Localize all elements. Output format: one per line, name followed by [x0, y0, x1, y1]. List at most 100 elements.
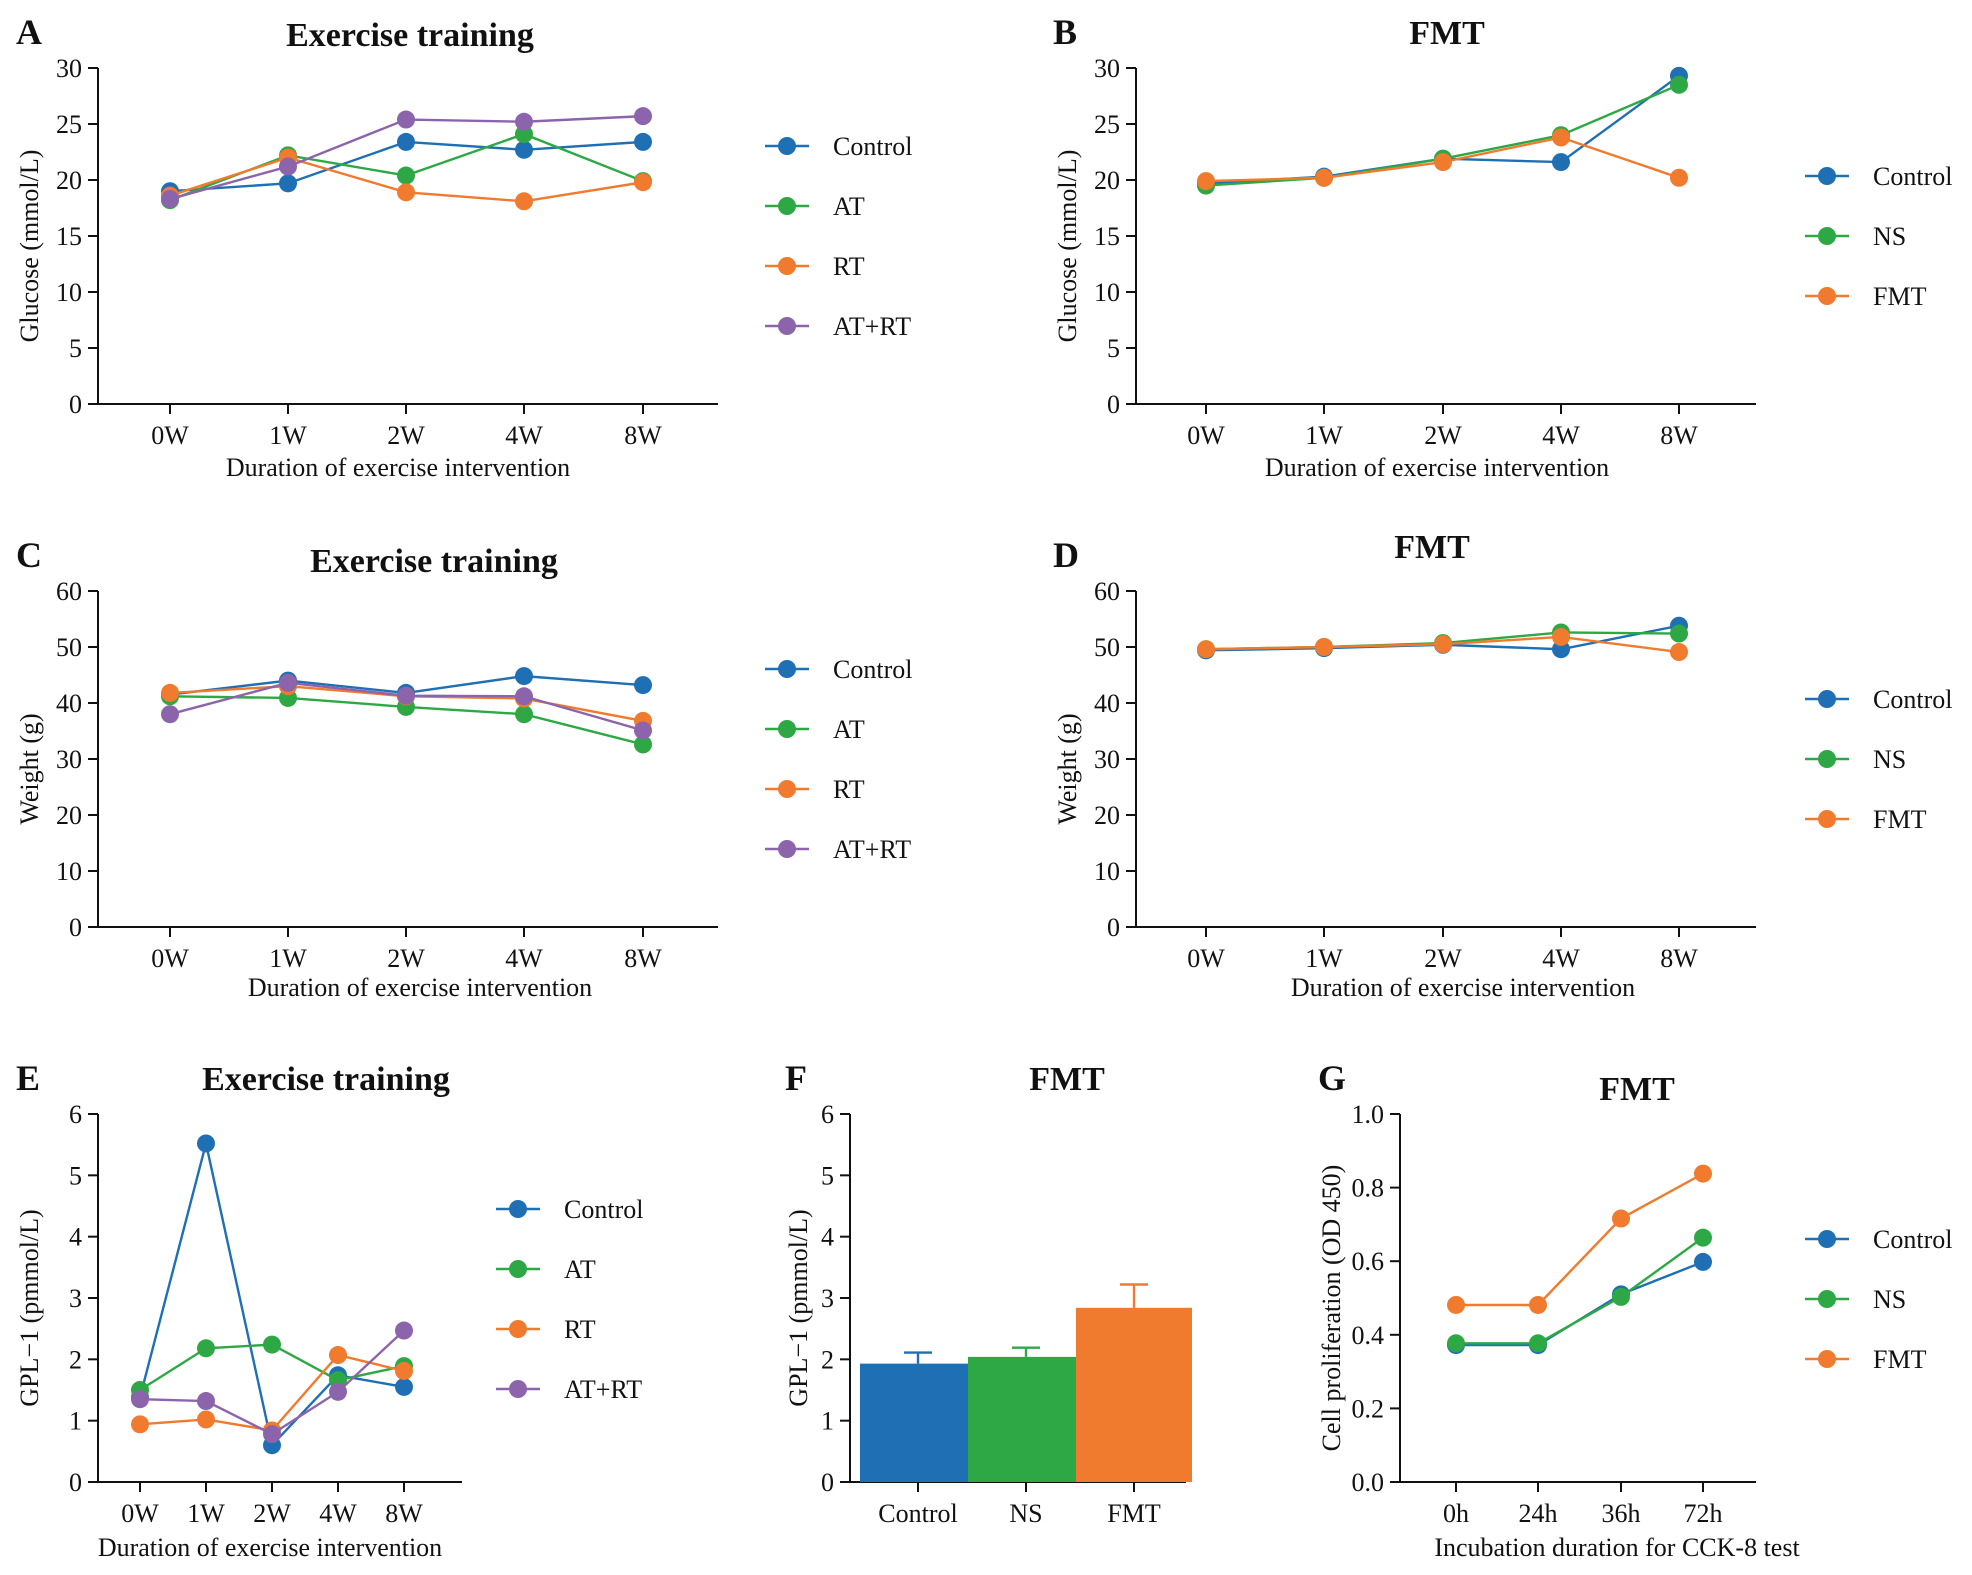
- y-axis-title: Weight (g): [15, 713, 44, 824]
- data-point: [1552, 153, 1570, 172]
- data-point: [279, 673, 297, 692]
- x-tick-label: 8W: [1660, 944, 1698, 973]
- y-tick-label: 60: [56, 577, 82, 606]
- chart-title: Exercise training: [286, 17, 534, 54]
- chart-title: Exercise training: [202, 1061, 450, 1098]
- y-tick-label: 15: [1094, 222, 1120, 251]
- legend-label: Control: [833, 132, 912, 161]
- x-tick-label: 0W: [1187, 421, 1225, 450]
- data-point: [1612, 1209, 1630, 1228]
- y-tick-label: 40: [1094, 689, 1120, 718]
- data-point: [1447, 1334, 1465, 1353]
- legend-marker: [778, 660, 796, 678]
- legend-label: NS: [1873, 222, 1906, 251]
- y-tick-label: 30: [56, 745, 82, 774]
- y-tick-label: 4: [821, 1223, 834, 1252]
- data-point: [1197, 640, 1215, 659]
- y-tick-label: 20: [56, 801, 82, 830]
- x-tick-label: 1W: [187, 1499, 225, 1528]
- legend-marker: [509, 1320, 527, 1338]
- legend-label: Control: [564, 1195, 643, 1224]
- x-tick-label: 2W: [1424, 944, 1462, 973]
- data-point: [263, 1335, 281, 1354]
- x-tick-label: FMT: [1107, 1499, 1161, 1528]
- legend-marker: [1818, 1230, 1836, 1248]
- data-point: [515, 125, 533, 144]
- chart-title: FMT: [1394, 529, 1470, 566]
- data-point: [1447, 1295, 1465, 1314]
- data-point: [1670, 75, 1688, 94]
- legend-label: Control: [1873, 685, 1952, 714]
- x-tick-label: 4W: [319, 1499, 357, 1528]
- data-point: [1694, 1164, 1712, 1183]
- data-point: [397, 686, 415, 705]
- x-tick-label: 0W: [121, 1499, 159, 1528]
- legend-marker: [1818, 810, 1836, 828]
- legend-marker: [1818, 690, 1836, 708]
- legend-label: RT: [833, 252, 865, 281]
- chart-title: Exercise training: [310, 543, 558, 580]
- y-tick-label: 1: [821, 1407, 834, 1436]
- legend-label: FMT: [1873, 805, 1927, 834]
- legend-label: AT: [833, 715, 865, 744]
- x-tick-label: 1W: [1305, 944, 1343, 973]
- y-tick-label: 3: [69, 1284, 82, 1313]
- bar-fmt: [1076, 1307, 1192, 1482]
- data-point: [1315, 638, 1333, 656]
- y-tick-label: 60: [1094, 577, 1120, 606]
- data-point: [1434, 153, 1452, 172]
- data-point: [1694, 1252, 1712, 1271]
- y-tick-label: 25: [1094, 110, 1120, 139]
- data-point: [397, 166, 415, 185]
- y-tick-label: 0.8: [1352, 1174, 1385, 1203]
- data-point: [634, 107, 652, 126]
- y-tick-label: 20: [1094, 801, 1120, 830]
- data-point: [1315, 168, 1333, 187]
- data-point: [634, 721, 652, 740]
- data-point: [279, 174, 297, 193]
- x-tick-label: 8W: [1660, 421, 1698, 450]
- y-tick-label: 0: [69, 1468, 82, 1497]
- x-tick-label: Control: [878, 1499, 957, 1528]
- panel-letter: E: [16, 1058, 40, 1098]
- legend-marker: [509, 1200, 527, 1218]
- x-axis-title: Duration of exercise intervention: [98, 1533, 442, 1562]
- data-point: [1670, 643, 1688, 662]
- y-axis-title: GPL−1 (pmmol/L): [784, 1209, 813, 1406]
- y-tick-label: 40: [56, 689, 82, 718]
- data-point: [197, 1410, 215, 1429]
- data-point: [634, 676, 652, 695]
- y-tick-label: 4: [69, 1223, 82, 1252]
- panel-letter: G: [1318, 1058, 1346, 1098]
- legend-marker: [1818, 227, 1836, 245]
- data-point: [395, 1377, 413, 1396]
- x-tick-label: 0W: [151, 944, 189, 973]
- data-point: [397, 110, 415, 129]
- x-tick-label: 1W: [1305, 421, 1343, 450]
- data-point: [263, 1425, 281, 1444]
- legend-marker: [1818, 287, 1836, 305]
- y-tick-label: 30: [1094, 745, 1120, 774]
- x-tick-label: 36h: [1602, 1499, 1641, 1528]
- y-axis-title: GPL−1 (pmmol/L): [15, 1209, 44, 1406]
- y-tick-label: 20: [1094, 166, 1120, 195]
- y-tick-label: 30: [1094, 54, 1120, 83]
- y-tick-label: 5: [69, 1161, 82, 1190]
- legend-marker: [509, 1380, 527, 1398]
- y-tick-label: 15: [56, 222, 82, 251]
- x-tick-label: 0W: [151, 421, 189, 450]
- x-tick-label: 2W: [387, 944, 425, 973]
- bar-control: [860, 1363, 976, 1482]
- y-axis-title: Weight (g): [1053, 713, 1082, 824]
- legend-marker: [1818, 750, 1836, 768]
- x-tick-label: 2W: [253, 1499, 291, 1528]
- y-tick-label: 0.0: [1352, 1468, 1385, 1497]
- x-tick-label: 72h: [1684, 1499, 1723, 1528]
- legend-marker: [1818, 1350, 1836, 1368]
- x-tick-label: 4W: [505, 944, 543, 973]
- legend-label: RT: [564, 1315, 596, 1344]
- data-point: [329, 1382, 347, 1401]
- data-point: [515, 687, 533, 706]
- legend-label: Control: [833, 655, 912, 684]
